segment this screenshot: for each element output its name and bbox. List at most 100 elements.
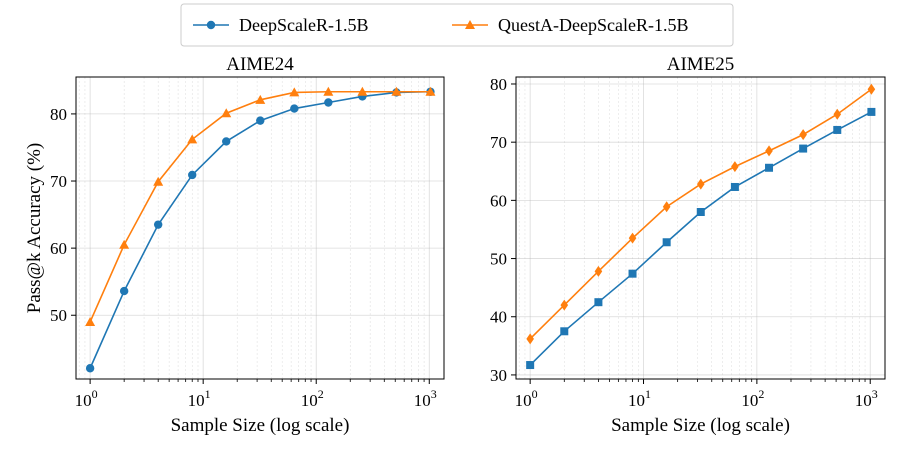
data-point (765, 145, 773, 157)
legend-entry-1: QuestA-DeepScaleR-1.5B (452, 15, 688, 35)
data-point (696, 207, 705, 216)
y-tick-label: 50 (490, 250, 507, 269)
data-point (85, 364, 95, 373)
y-tick-label: 80 (490, 75, 507, 94)
plot-title: AIME25 (667, 54, 735, 75)
x-tick-base: 10 (741, 391, 758, 410)
x-axis-title: Sample Size (log scale) (171, 415, 350, 436)
series-0 (526, 107, 876, 370)
data-point (867, 83, 876, 95)
x-tick-base: 10 (414, 391, 431, 410)
x-tick-exponent: 2 (758, 387, 764, 401)
data-point (696, 178, 705, 190)
y-tick-label: 30 (490, 366, 507, 385)
data-point (153, 220, 163, 229)
series-1 (526, 83, 876, 345)
data-point (255, 94, 266, 104)
grid (516, 77, 885, 379)
legend-marker (465, 20, 475, 29)
legend-entry-0: DeepScaleR-1.5B (193, 15, 368, 35)
data-point (731, 161, 739, 173)
x-tick-base: 10 (301, 391, 318, 410)
data-point (391, 86, 402, 96)
series-line (89, 90, 431, 369)
x-tick-exponent: 3 (872, 387, 878, 401)
plot-frame (515, 76, 886, 380)
data-point (799, 129, 807, 141)
y-tick-label: 70 (50, 172, 67, 191)
y-tick-label: 60 (50, 239, 67, 258)
data-point (799, 144, 808, 153)
x-tick-label: 101 (188, 387, 211, 410)
x-axis-title: Sample Size (log scale) (611, 415, 790, 436)
series-0 (85, 87, 435, 373)
data-point (188, 170, 197, 180)
data-point (833, 108, 842, 120)
data-point (221, 108, 232, 118)
data-point (628, 269, 637, 278)
data-point (560, 327, 569, 336)
series-line (89, 90, 431, 323)
x-tick-label: 100 (75, 387, 98, 410)
data-point (324, 98, 333, 107)
data-point (222, 137, 231, 146)
x-tick-base: 10 (628, 391, 645, 410)
data-point (526, 333, 534, 345)
x-tick-exponent: 1 (205, 387, 211, 401)
x-tick-label: 103 (414, 387, 437, 410)
data-point (594, 298, 603, 307)
x-tick-base: 10 (75, 391, 92, 410)
data-point (765, 163, 774, 172)
data-point (425, 86, 436, 96)
data-point (85, 316, 96, 326)
data-point (119, 286, 129, 296)
data-point (323, 86, 334, 96)
series-1 (85, 86, 436, 326)
data-point (526, 361, 535, 370)
x-tick-exponent: 2 (318, 387, 324, 401)
x-tick-exponent: 3 (431, 387, 437, 401)
x-tick-base: 10 (188, 391, 205, 410)
x-tick-label: 103 (855, 387, 878, 410)
x-tick-exponent: 0 (532, 387, 538, 401)
data-point (662, 201, 671, 213)
data-point (187, 134, 198, 144)
y-tick-label: 80 (50, 105, 67, 124)
data-point (290, 104, 299, 113)
data-point (357, 86, 368, 96)
plot-title: AIME24 (226, 54, 294, 75)
y-tick-label: 70 (490, 133, 507, 152)
data-point (662, 238, 671, 247)
grid (76, 77, 444, 379)
x-tick-label: 100 (515, 387, 538, 410)
legend-label: DeepScaleR-1.5B (239, 15, 368, 35)
x-tick-label: 102 (301, 387, 324, 410)
data-point (560, 299, 569, 311)
data-point (153, 176, 164, 186)
legend-label: QuestA-DeepScaleR-1.5B (498, 15, 688, 35)
data-point (628, 232, 637, 244)
legend-marker (206, 20, 216, 30)
data-point (833, 125, 842, 134)
data-point (119, 239, 130, 249)
y-tick-label: 40 (490, 308, 507, 327)
data-point (594, 265, 603, 277)
data-point (730, 182, 739, 191)
x-tick-exponent: 1 (645, 387, 651, 401)
x-tick-label: 101 (628, 387, 651, 410)
y-tick-label: 60 (490, 191, 507, 210)
plot-frame (75, 76, 445, 380)
x-tick-base: 10 (855, 391, 872, 410)
data-point (256, 116, 265, 125)
x-tick-label: 102 (741, 387, 764, 410)
x-tick-exponent: 0 (92, 387, 98, 401)
data-point (867, 107, 876, 116)
legend: DeepScaleR-1.5B QuestA-DeepScaleR-1.5B (180, 3, 734, 47)
series-line (529, 111, 872, 366)
y-axis-title: Pass@k Accuracy (%) (24, 143, 45, 314)
data-point (289, 87, 300, 97)
y-tick-label: 50 (50, 306, 67, 325)
